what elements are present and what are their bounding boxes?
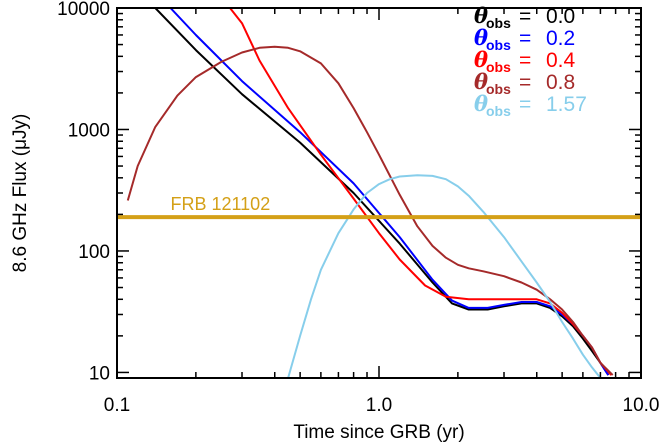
legend-symbol: θ: [474, 3, 488, 28]
frb-label: FRB 121102: [170, 194, 270, 214]
legend-subscript: obs: [486, 37, 511, 53]
legend-subscript: obs: [486, 59, 511, 75]
legend-symbol: θ: [474, 69, 488, 94]
x-tick-label: 0.1: [104, 395, 130, 416]
x-axis-label: Time since GRB (yr): [293, 422, 464, 443]
x-tick-label: 1.0: [366, 395, 392, 416]
series-line-3: [126, 45, 614, 376]
legend-equals: =: [519, 27, 531, 50]
y-axis-label: 8.6 GHz Flux (μJy): [10, 114, 31, 273]
legend-equals: =: [519, 49, 531, 72]
series-line-0: [154, 8, 610, 376]
y-tick-label: 1000: [68, 120, 110, 141]
legend-symbol: θ: [474, 47, 488, 72]
legend-equals: =: [519, 71, 531, 94]
y-tick-label: 10000: [57, 0, 110, 20]
legend-subscript: obs: [486, 81, 511, 97]
legend-subscript: obs: [486, 103, 511, 119]
legend-symbol: θ: [474, 25, 488, 50]
legend-subscript: obs: [486, 15, 511, 31]
series-line-1: [169, 8, 610, 376]
series-line-4: [287, 174, 602, 378]
legend-equals: =: [519, 93, 531, 116]
legend-value: 1.57: [546, 93, 587, 116]
legend-value: 0.2: [546, 27, 575, 50]
legend-value: 0.8: [546, 71, 575, 94]
legend-value: 0.0: [546, 5, 575, 28]
legend-value: 0.4: [546, 49, 576, 72]
axes: 0.1 1.0 10.0 10 100 1000 10000: [57, 0, 659, 416]
annotations: FRB 121102: [117, 194, 641, 220]
x-tick-label: 10.0: [623, 395, 660, 416]
y-tick-label: 100: [78, 242, 110, 263]
series-lines: [126, 8, 614, 378]
legend-symbol: θ: [474, 91, 488, 116]
legend-equals: =: [519, 5, 531, 28]
y-tick-label: 10: [89, 363, 110, 384]
